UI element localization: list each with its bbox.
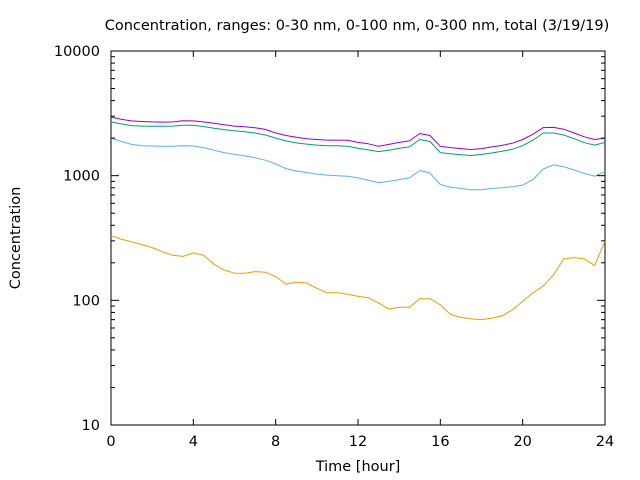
x-tick-label: 24 bbox=[596, 434, 614, 450]
chart-title: Concentration, ranges: 0-30 nm, 0-100 nm… bbox=[105, 18, 610, 34]
x-tick-label: 4 bbox=[189, 434, 198, 450]
x-tick-label: 12 bbox=[349, 434, 367, 450]
x-axis-label: Time [hour] bbox=[315, 459, 401, 475]
y-tick-label: 10000 bbox=[54, 44, 100, 60]
y-tick-label: 100 bbox=[72, 293, 100, 309]
x-tick-label: 16 bbox=[431, 434, 449, 450]
plot-frame bbox=[110, 50, 606, 426]
y-axis-label: Concentration bbox=[8, 187, 24, 290]
x-tick-label: 20 bbox=[513, 434, 531, 450]
series-line-3 bbox=[110, 137, 606, 191]
series-line-1 bbox=[110, 116, 606, 150]
y-tick-label: 10 bbox=[82, 418, 100, 434]
x-axis: 0 4 8 12 16 20 24 bbox=[106, 51, 614, 450]
y-tick-label: 1000 bbox=[63, 169, 100, 185]
y-axis: 10 100 1000 10000 bbox=[54, 44, 605, 434]
x-tick-label: 0 bbox=[106, 434, 115, 450]
series-line-2 bbox=[110, 121, 606, 156]
series-layer bbox=[110, 116, 606, 321]
series-line-4 bbox=[110, 235, 606, 321]
x-tick-label: 8 bbox=[271, 434, 280, 450]
